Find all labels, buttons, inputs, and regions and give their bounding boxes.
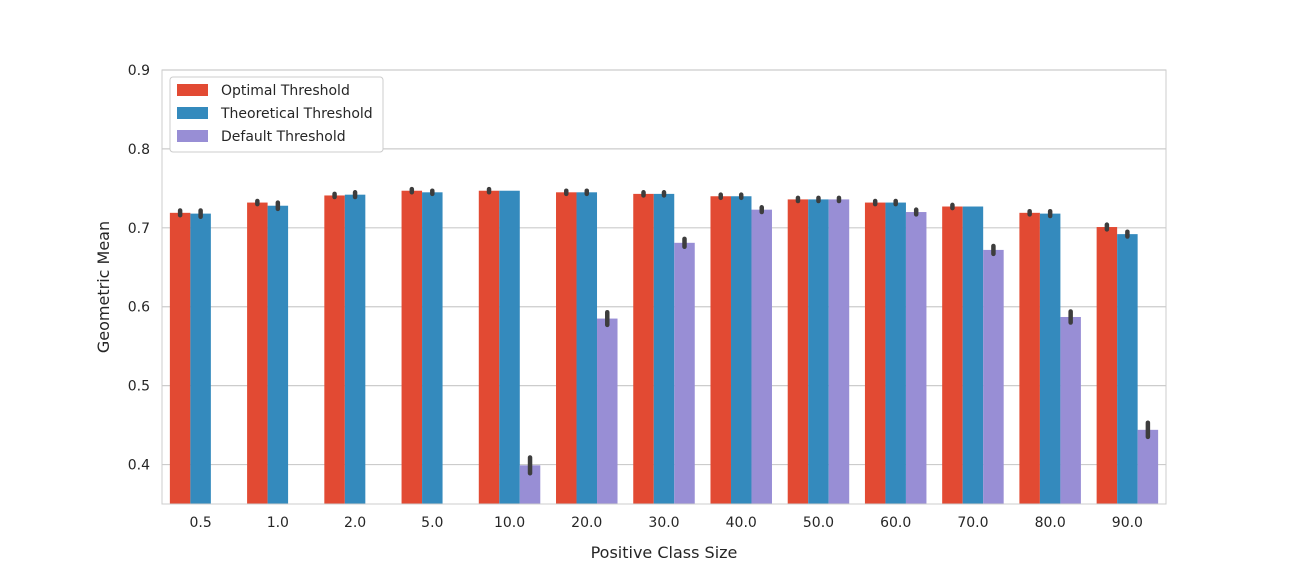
legend-swatch <box>177 107 208 119</box>
bar <box>942 206 963 504</box>
y-tick-label: 0.9 <box>128 63 150 79</box>
bar <box>499 190 520 505</box>
y-tick-labels: 0.4 0.5 0.6 0.7 0.8 0.9 <box>128 63 150 474</box>
y-tick-label: 0.6 <box>128 300 150 316</box>
x-tick-label: 10.0 <box>494 515 525 531</box>
x-tick-label: 70.0 <box>957 515 988 531</box>
bar <box>983 249 1004 504</box>
error-bars <box>177 186 1151 476</box>
bar <box>478 190 500 505</box>
bar <box>401 190 423 505</box>
x-tick-label: 1.0 <box>267 515 289 531</box>
bar <box>828 199 850 505</box>
bar <box>519 465 541 504</box>
legend-label: Optimal Threshold <box>221 83 350 99</box>
bar <box>1117 234 1138 504</box>
bar <box>710 196 731 504</box>
bar <box>344 194 366 504</box>
bar <box>1039 213 1061 504</box>
x-tick-label: 60.0 <box>880 515 911 531</box>
bar <box>1019 212 1040 505</box>
y-tick-label: 0.8 <box>128 142 150 158</box>
x-tick-label: 30.0 <box>648 515 679 531</box>
legend-swatch <box>177 84 208 96</box>
x-tick-labels: 0.5 1.0 2.0 5.0 10.0 20.0 30.0 40.0 50.0 60.0 70.0… <box>189 515 1142 531</box>
x-tick-label: 80.0 <box>1035 515 1066 531</box>
y-tick-label: 0.4 <box>128 458 150 474</box>
x-tick-label: 40.0 <box>726 515 757 531</box>
bar <box>633 193 654 504</box>
bar <box>169 212 191 505</box>
plot-frame <box>161 69 1167 505</box>
y-axis-title: Geometric Mean <box>94 221 113 353</box>
x-tick-label: 0.5 <box>189 515 211 531</box>
bar <box>962 206 984 504</box>
x-tick-label: 5.0 <box>421 515 443 531</box>
bar <box>267 205 289 504</box>
bar <box>730 196 752 504</box>
x-tick-label: 90.0 <box>1112 515 1143 531</box>
bar <box>808 199 829 505</box>
bar <box>247 202 268 505</box>
bar <box>190 213 211 504</box>
bar <box>422 192 443 505</box>
legend-swatch <box>177 130 208 142</box>
bar <box>1096 227 1118 504</box>
bar <box>787 199 809 505</box>
y-tick-label: 0.5 <box>128 379 150 395</box>
bar <box>1137 429 1159 504</box>
y-tick-label: 0.7 <box>128 221 150 237</box>
x-tick-label: 2.0 <box>344 515 366 531</box>
legend-frame <box>169 76 384 153</box>
legend-label: Default Threshold <box>221 129 346 145</box>
x-tick-label: 20.0 <box>571 515 602 531</box>
x-tick-label: 50.0 <box>803 515 834 531</box>
bar <box>556 192 577 505</box>
bar <box>324 195 345 504</box>
bar <box>653 193 675 504</box>
legend-label: Theoretical Threshold <box>220 106 373 122</box>
bar <box>885 202 906 505</box>
bar <box>576 192 598 505</box>
legend: Optimal Threshold Theoretical Threshold De… <box>169 76 384 153</box>
bar <box>674 242 695 504</box>
bar <box>905 212 927 504</box>
bar <box>751 209 772 504</box>
bar <box>597 318 618 504</box>
x-axis-title: Positive Class Size <box>591 543 738 562</box>
bar <box>1060 316 1081 504</box>
bar <box>864 202 886 505</box>
bars <box>169 190 1159 505</box>
